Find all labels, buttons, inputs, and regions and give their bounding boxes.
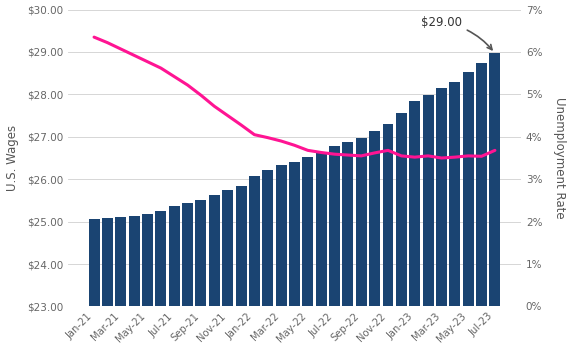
Bar: [490, 53, 500, 350]
Bar: [396, 113, 407, 350]
Bar: [222, 190, 233, 350]
Bar: [409, 101, 420, 350]
Bar: [356, 139, 367, 350]
Bar: [209, 195, 220, 350]
Bar: [169, 206, 180, 350]
Bar: [423, 95, 434, 350]
Bar: [263, 170, 273, 350]
Bar: [182, 203, 193, 350]
Y-axis label: U.S. Wages: U.S. Wages: [6, 125, 18, 191]
Bar: [89, 219, 100, 350]
Bar: [436, 89, 447, 350]
Bar: [476, 63, 487, 350]
Y-axis label: Unemployment Rate: Unemployment Rate: [554, 97, 566, 219]
Bar: [343, 142, 353, 350]
Bar: [329, 146, 340, 350]
Bar: [450, 82, 460, 350]
Bar: [383, 124, 394, 350]
Bar: [116, 217, 126, 350]
Bar: [463, 72, 474, 350]
Bar: [129, 216, 140, 350]
Bar: [249, 176, 260, 350]
Bar: [156, 211, 166, 350]
Bar: [316, 152, 327, 350]
Bar: [289, 162, 300, 350]
Bar: [236, 187, 247, 350]
Bar: [303, 157, 313, 350]
Bar: [102, 218, 113, 350]
Bar: [369, 131, 380, 350]
Text: $29.00: $29.00: [421, 16, 492, 50]
Bar: [196, 199, 206, 350]
Bar: [142, 214, 153, 350]
Bar: [276, 165, 287, 350]
